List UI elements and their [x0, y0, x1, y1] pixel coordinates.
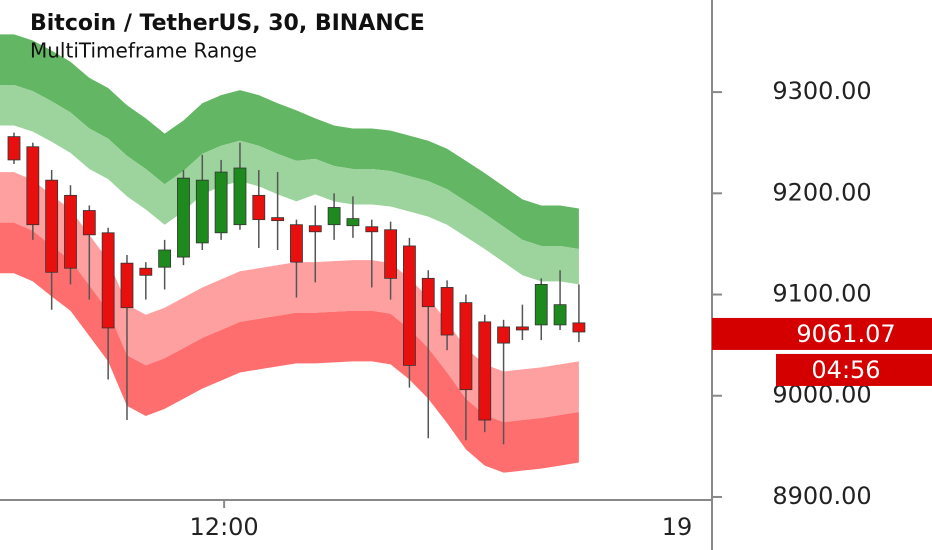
candle-body — [421, 277, 435, 308]
range-band — [0, 34, 579, 249]
range-band — [0, 222, 579, 473]
candle-body — [553, 304, 567, 326]
candle-body — [271, 217, 285, 222]
candle-body — [139, 267, 153, 276]
chart-title: Bitcoin / TetherUS, 30, BINANCE — [30, 11, 425, 36]
candle-body — [327, 207, 341, 226]
candle-body — [82, 210, 96, 236]
candle-body — [308, 225, 322, 233]
candle-body — [290, 224, 303, 263]
y-tick-label: 9100.00 — [772, 280, 871, 308]
candle-body — [120, 262, 134, 309]
countdown-box — [776, 353, 932, 386]
candle-body — [177, 177, 190, 258]
candle-body — [365, 226, 379, 233]
candle-body — [252, 194, 266, 221]
date-label: 19 — [662, 513, 693, 541]
candle-body — [534, 284, 548, 326]
candle-body — [478, 321, 492, 421]
candle-body — [346, 218, 360, 227]
candle-body — [440, 287, 454, 336]
plot-area — [0, 34, 586, 473]
candle-body — [158, 249, 172, 268]
candle-body — [516, 326, 529, 331]
range-band — [0, 85, 579, 285]
candle-body — [497, 326, 510, 344]
chart-subtitle: MultiTimeframe Range — [30, 39, 257, 63]
candle-body — [195, 179, 209, 244]
candle-body — [403, 245, 416, 366]
countdown-label: 04:56 — [811, 356, 880, 384]
last-price-label: 9061.07 — [796, 320, 895, 348]
candle-body — [64, 194, 77, 269]
last-price-box — [712, 317, 932, 350]
candle-body — [45, 179, 59, 273]
candle-body — [7, 136, 21, 161]
candle-body — [233, 167, 247, 226]
candle-body — [214, 171, 228, 234]
y-tick-label: 9300.00 — [772, 77, 871, 105]
candle-body — [26, 146, 40, 226]
candle-body — [572, 322, 586, 333]
candle-body — [384, 229, 398, 279]
candle-body — [101, 232, 115, 329]
y-tick-label: 9200.00 — [772, 178, 871, 206]
x-tick-label: 12:00 — [190, 513, 259, 541]
candle-body — [459, 302, 473, 391]
range-band — [0, 172, 579, 423]
y-tick-label: 8900.00 — [772, 482, 871, 510]
